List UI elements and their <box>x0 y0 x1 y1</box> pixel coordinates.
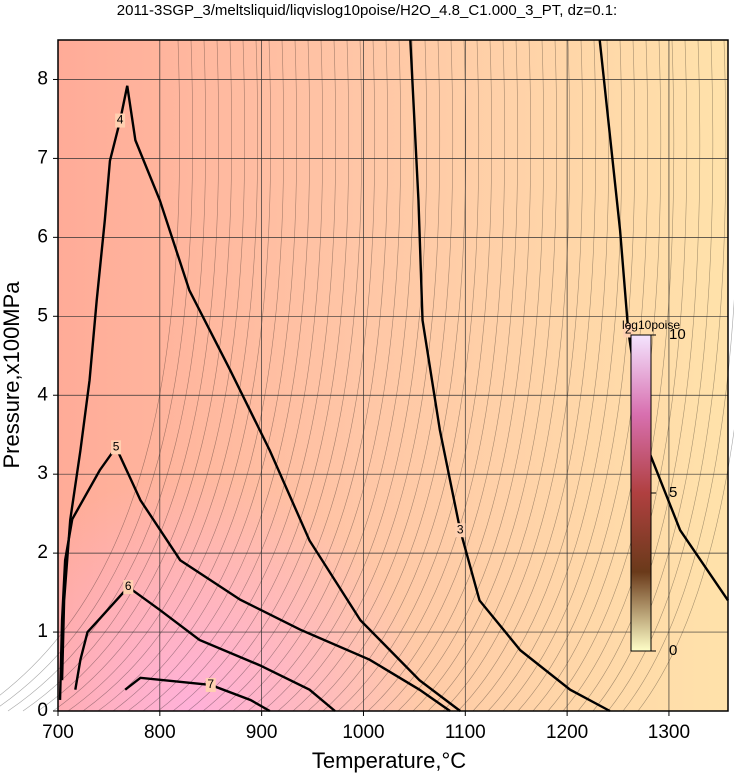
contour-label-bg <box>111 440 122 455</box>
texture-line <box>622 298 734 712</box>
texture-line <box>172 39 350 712</box>
contour-line <box>74 585 336 712</box>
texture-line <box>292 39 454 712</box>
texture-line <box>337 39 493 712</box>
texture-line <box>67 39 259 712</box>
colorbar-label: log10poise <box>622 318 680 332</box>
contour-label: 3 <box>457 522 464 536</box>
contour-label: 5 <box>113 440 120 454</box>
texture-line <box>112 39 298 712</box>
texture-line <box>547 39 675 712</box>
texture-line <box>247 39 415 712</box>
texture-line <box>262 39 428 712</box>
colorbar-tick-label: 0 <box>669 642 677 659</box>
texture-line <box>37 39 233 712</box>
texture-line <box>82 39 272 712</box>
x-tick-label: 900 <box>246 722 278 743</box>
contour-label: 2 <box>625 323 632 337</box>
texture-line <box>7 39 207 712</box>
texture-line <box>352 39 506 712</box>
texture-line <box>277 39 441 712</box>
x-tick-label: 1300 <box>648 722 690 743</box>
y-tick-label: 4 <box>37 384 48 405</box>
contour-line <box>58 444 451 712</box>
contour-line <box>60 85 461 712</box>
x-tick-label: 1000 <box>342 722 384 743</box>
colorbar-tick-label: 5 <box>669 484 677 501</box>
y-tick-label: 7 <box>37 147 48 168</box>
y-tick-label: 1 <box>37 621 48 642</box>
colorbar-tick-label: 10 <box>669 326 686 343</box>
texture-line <box>382 39 532 712</box>
texture-line <box>127 39 311 712</box>
x-tick-label: 1100 <box>445 722 486 743</box>
texture-line <box>517 39 649 712</box>
y-tick-label: 6 <box>37 226 48 247</box>
y-tick-label: 5 <box>37 305 48 326</box>
texture-line <box>22 39 220 712</box>
texture-line <box>0 39 181 696</box>
contour-label-bg <box>455 523 466 538</box>
texture-line <box>187 39 363 712</box>
texture-line <box>232 39 402 712</box>
plot-frame <box>57 39 729 712</box>
texture-line <box>322 39 480 712</box>
texture-line <box>472 39 610 712</box>
texture-line <box>592 39 714 712</box>
texture-line <box>487 39 623 712</box>
texture-line <box>637 429 734 712</box>
texture-line <box>97 39 285 712</box>
plot-shade <box>58 40 728 711</box>
y-axis-label: Pressure,x100MPa <box>0 281 24 469</box>
colorbar <box>630 334 652 652</box>
texture-line <box>502 39 636 712</box>
texture-line <box>52 39 246 712</box>
contour-label-bg <box>115 113 126 128</box>
texture-line <box>367 39 519 712</box>
texture-line <box>412 39 558 712</box>
y-tick-label: 0 <box>37 700 48 721</box>
contour-label: 6 <box>125 579 132 593</box>
texture-line <box>577 39 701 712</box>
texture-line <box>442 39 584 712</box>
texture-line <box>427 39 571 712</box>
chart-title: 2011-3SGP_3/meltsliquid/liqvislog10poise… <box>117 2 617 19</box>
y-tick-label: 8 <box>37 68 48 89</box>
texture-line <box>157 39 337 712</box>
contour-label: 4 <box>117 113 124 127</box>
contour-label: 7 <box>207 677 214 691</box>
contour-label-bg <box>205 677 216 692</box>
texture-line <box>457 39 597 712</box>
x-axis-label: Temperature,°C <box>312 748 466 773</box>
texture-line <box>142 39 324 712</box>
x-tick-label: 800 <box>144 722 176 743</box>
y-tick-label: 2 <box>37 542 48 563</box>
texture-line <box>202 39 376 712</box>
contour-label-bg <box>623 323 634 338</box>
texture-line <box>397 39 545 712</box>
texture-line <box>562 39 688 712</box>
y-tick-label: 3 <box>37 463 48 484</box>
x-tick-label: 1200 <box>546 722 588 743</box>
contour-label-bg <box>123 580 134 595</box>
texture-line <box>607 39 727 712</box>
x-tick-label: 700 <box>42 722 74 743</box>
texture-line <box>217 39 389 712</box>
